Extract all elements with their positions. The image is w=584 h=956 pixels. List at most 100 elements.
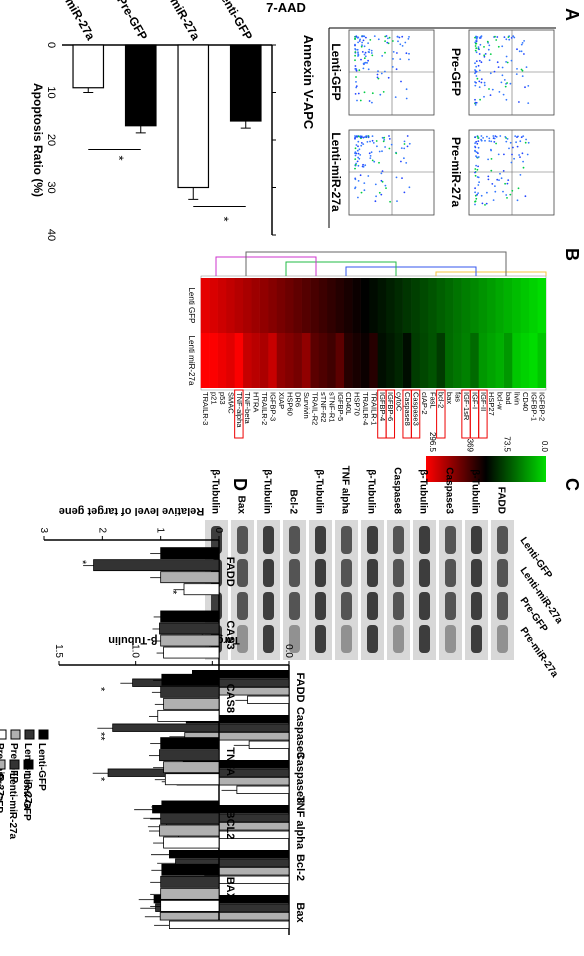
scatter-point (476, 168, 479, 171)
scatter-point (368, 152, 371, 155)
scatter-point (357, 140, 360, 143)
scatter-point (359, 154, 362, 156)
heatmap-cell (200, 278, 210, 333)
scatter-point (370, 101, 373, 104)
scatter-point (369, 157, 372, 160)
scatter-point (509, 141, 512, 144)
chart-2-bar (160, 685, 220, 698)
scatter-point (360, 58, 362, 61)
blot-band (471, 526, 482, 554)
scatter-point (354, 59, 356, 62)
scatter-point (490, 169, 493, 172)
scatter-point (511, 189, 514, 192)
scatter-point (376, 76, 379, 79)
panel-letter-b: B (562, 248, 582, 261)
scatter-point (523, 40, 525, 42)
scatter-point (368, 100, 371, 102)
scatter-point (524, 141, 527, 144)
chart-2-bar (160, 887, 220, 900)
scatter-point (481, 202, 484, 205)
scatter-point (474, 62, 476, 65)
heatmap-cell (503, 278, 513, 333)
scatter-point (354, 186, 357, 189)
blot-row-label: β-Tubulin (366, 469, 377, 514)
scatter-point (354, 178, 357, 181)
chart-2-group-label: FADD (224, 557, 236, 587)
chart-a-xlabel: Apoptosis Ratio (%) (31, 83, 45, 197)
heatmap-cell (310, 278, 319, 333)
scatter-point (507, 179, 510, 182)
scatter-point (371, 135, 374, 138)
scatter-point (408, 52, 410, 55)
blot-row-label: β-Tubulin (262, 469, 273, 514)
scatter-point (380, 179, 383, 182)
heatmap-highlight-box (436, 389, 446, 439)
chart-2-legend-swatch (0, 759, 6, 770)
heatmap-cell (284, 333, 294, 388)
scatter-point (516, 199, 519, 202)
heatmap-gene-label: bax (445, 392, 454, 404)
scatter-point (369, 155, 372, 157)
scatter-point (360, 45, 363, 48)
chart-2-star: * (76, 560, 88, 565)
blot-band (393, 526, 404, 554)
scatter-point (356, 149, 359, 152)
chart-2-legend-swatch (23, 759, 34, 770)
scatter-point (505, 55, 508, 58)
blot-row-label: TNF alpha (340, 466, 351, 515)
scatter-point (478, 86, 481, 88)
scatter-point (513, 157, 515, 160)
scatter-point (518, 154, 520, 156)
heatmap-gene-label: Caspase8 (403, 392, 412, 426)
chart-1-star: * (94, 777, 106, 782)
scatter-point (358, 40, 361, 42)
chart-a-category: Lenti-GFP (214, 0, 255, 43)
scatter-point (511, 153, 513, 156)
scatter-point (474, 45, 477, 47)
heatmap-highlight-box (234, 389, 244, 439)
scatter-point (494, 185, 496, 188)
scatter-point (474, 203, 476, 206)
scatter-point (408, 142, 411, 145)
heatmap-gene-label: bcl-w (496, 392, 505, 410)
scatter-point (358, 69, 361, 72)
chart-2-bar (161, 863, 220, 876)
scatter-point (474, 187, 476, 190)
heatmap-highlight-box (402, 389, 412, 439)
scatter-point (357, 164, 360, 167)
heatmap-cell (394, 333, 403, 388)
heatmap-cell (402, 278, 412, 333)
blot-band (445, 559, 456, 587)
scatter-point (474, 146, 477, 149)
blot-band (419, 625, 430, 653)
heatmap-gene-label: bad (504, 392, 513, 405)
scatter-point (480, 78, 483, 80)
scatter-point (367, 59, 369, 62)
scatter-point (497, 66, 500, 68)
heatmap-highlight-box (377, 389, 387, 439)
blot-band (367, 625, 378, 653)
scatter-point (521, 75, 524, 77)
chart-2-group-label: BCL2 (224, 811, 236, 840)
scatter-point (362, 35, 365, 38)
scatter-point (363, 57, 366, 60)
scatter-point (363, 53, 366, 56)
scatter-point (405, 52, 408, 55)
scatter-point (512, 146, 514, 149)
heatmap-legend-value: 73.5 (503, 436, 512, 452)
scatter-point (358, 157, 361, 160)
heatmap-cell (368, 333, 378, 388)
scatter-point (477, 156, 480, 158)
heatmap-gene-label: DR6 (294, 392, 303, 407)
chart-2-bar (163, 836, 220, 849)
blot-band (393, 592, 404, 620)
chart-2-tick-label: 1 (155, 527, 166, 533)
scatter-point (480, 138, 482, 141)
scatter-point (384, 146, 386, 148)
scatter-point (520, 50, 523, 53)
heatmap-cell (469, 333, 479, 388)
scatter-point (367, 136, 370, 138)
scatter-point (515, 73, 518, 75)
scatter-point (362, 143, 365, 146)
heatmap-cell (453, 333, 462, 388)
